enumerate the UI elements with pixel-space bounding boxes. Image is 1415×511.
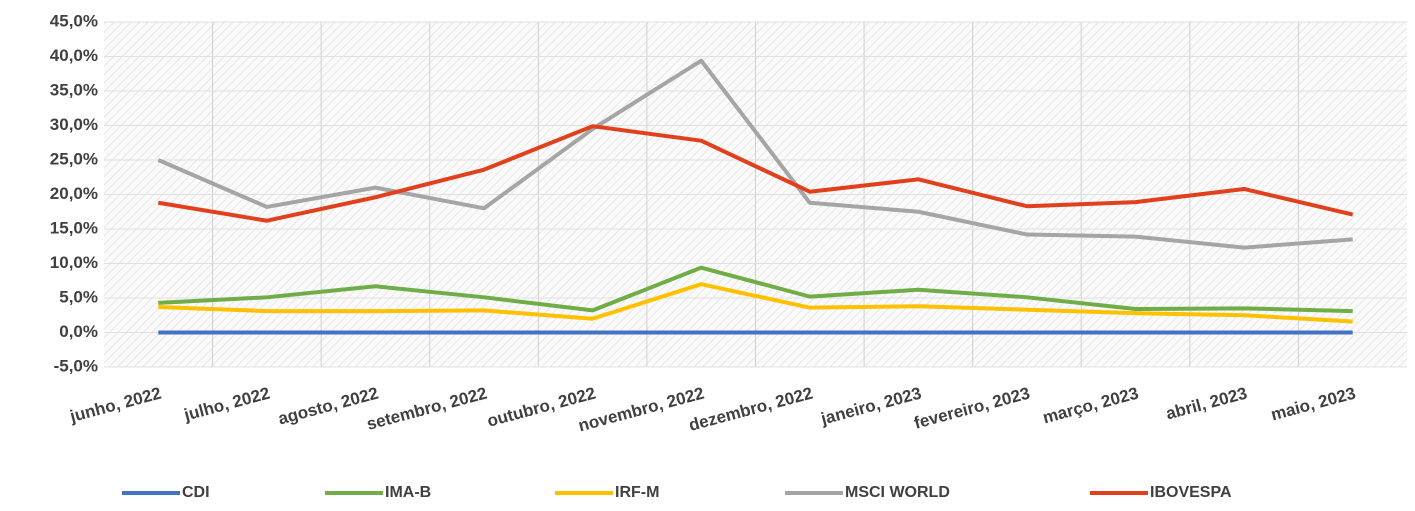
y-tick-label: 30,0% [50,115,98,134]
x-tick-label: agosto, 2022 [276,384,380,429]
x-tick-label: maio, 2023 [1269,384,1358,425]
series-line [158,282,1353,324]
y-tick-label: 40,0% [50,46,98,65]
x-tick-label: março, 2023 [1041,384,1141,428]
x-tick-label: junho, 2022 [67,384,163,427]
x-tick-label: setembro, 2022 [365,384,489,434]
x-tick-label: dezembro, 2022 [687,384,815,435]
legend-label: IMA-B [385,484,431,501]
legend-label: MSCI WORLD [845,484,950,501]
series-line [158,265,1353,314]
y-tick-label: -5,0% [54,356,98,375]
series-line [157,124,1354,223]
y-tick-label: 5,0% [59,287,98,306]
y-tick-label: 0,0% [59,322,98,341]
y-tick-label: 10,0% [50,253,98,272]
y-tick-label: 15,0% [50,218,98,237]
series-line [157,58,1353,250]
y-tick-label: 45,0% [50,11,98,30]
legend-label: IRF-M [615,484,659,501]
x-tick-label: janeiro, 2023 [818,384,923,429]
x-tick-label: abril, 2023 [1164,384,1249,424]
x-tick-label: julho, 2022 [181,384,272,425]
x-tick-label: novembro, 2022 [576,384,706,436]
y-tick-label: 20,0% [50,184,98,203]
y-tick-label: 35,0% [50,80,98,99]
legend-label: IBOVESPA [1150,484,1232,501]
legend-label: CDI [182,484,210,501]
y-tick-label: 25,0% [50,149,98,168]
x-tick-label: fevereiro, 2023 [912,384,1032,433]
